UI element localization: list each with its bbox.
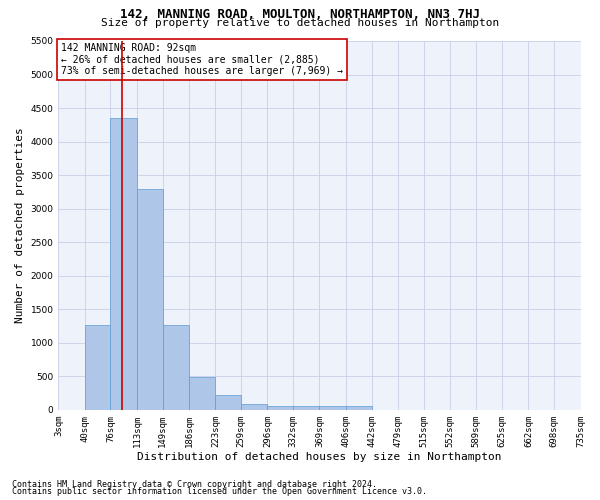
Bar [110, 118, 137, 410]
Y-axis label: Number of detached properties: Number of detached properties [15, 128, 25, 324]
Text: Contains public sector information licensed under the Open Government Licence v3: Contains public sector information licen… [12, 488, 427, 496]
Text: Contains HM Land Registry data © Crown copyright and database right 2024.: Contains HM Land Registry data © Crown c… [12, 480, 377, 489]
Bar [268, 406, 293, 410]
Bar [241, 404, 268, 410]
Bar [137, 188, 163, 410]
Bar [85, 326, 110, 410]
Text: 142, MANNING ROAD, MOULTON, NORTHAMPTON, NN3 7HJ: 142, MANNING ROAD, MOULTON, NORTHAMPTON,… [120, 8, 480, 20]
X-axis label: Distribution of detached houses by size in Northampton: Distribution of detached houses by size … [137, 452, 502, 462]
Bar [293, 406, 319, 410]
Bar [319, 406, 346, 410]
Bar [215, 395, 241, 410]
Bar [163, 324, 189, 410]
Bar [346, 406, 371, 410]
Text: Size of property relative to detached houses in Northampton: Size of property relative to detached ho… [101, 18, 499, 28]
Bar [189, 377, 215, 410]
Text: 142 MANNING ROAD: 92sqm
← 26% of detached houses are smaller (2,885)
73% of semi: 142 MANNING ROAD: 92sqm ← 26% of detache… [61, 43, 343, 76]
